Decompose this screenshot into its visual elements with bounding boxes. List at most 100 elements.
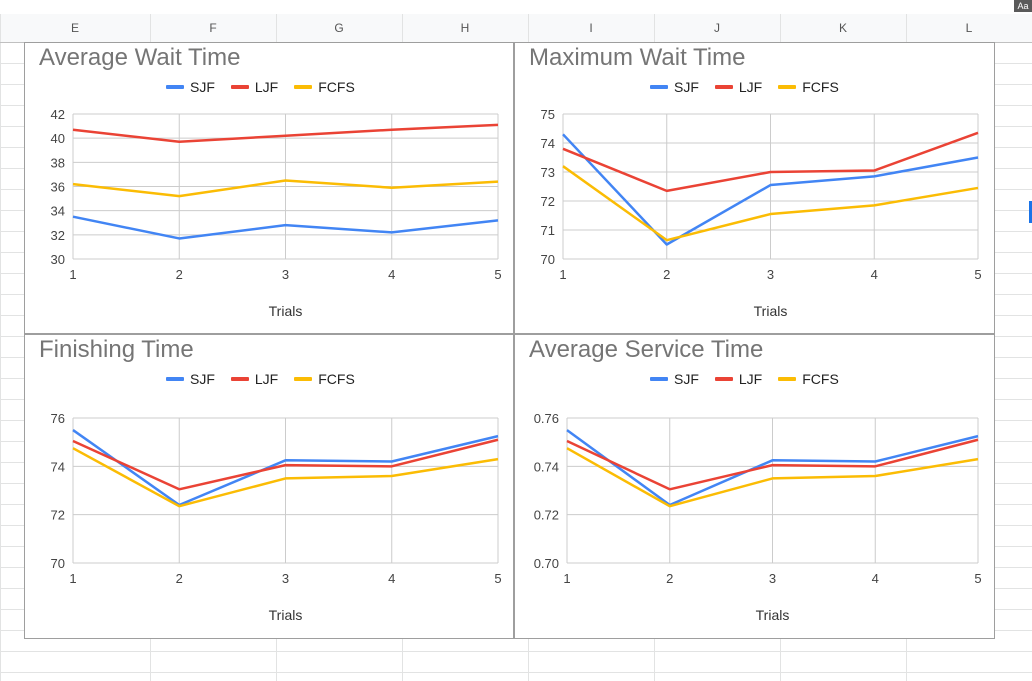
legend-item-ljf[interactable]: LJF xyxy=(230,371,279,387)
column-header-e[interactable]: E xyxy=(70,21,79,35)
series-line-fcfs[interactable] xyxy=(72,447,499,508)
legend-swatch xyxy=(294,377,313,381)
y-tick-label: 30 xyxy=(51,252,65,267)
series-line-sjf[interactable] xyxy=(72,429,499,507)
legend-item-ljf[interactable]: LJF xyxy=(714,371,763,387)
legend-item-fcfs[interactable]: FCFS xyxy=(778,371,839,387)
x-tick-label: 4 xyxy=(388,267,395,282)
legend-label: LJF xyxy=(738,371,763,387)
legend-item-ljf[interactable]: LJF xyxy=(714,79,763,95)
legend-swatch xyxy=(230,85,249,89)
series-line-fcfs[interactable] xyxy=(566,447,979,508)
x-tick-label: 4 xyxy=(871,267,878,282)
chart-legend: SJF LJF FCFS xyxy=(650,79,839,95)
legend-label: SJF xyxy=(674,371,699,387)
chart-finishing-time[interactable]: 70 72 74 76 1 2 3 4 5 Trials Finishing Time SJF LJF F… xyxy=(24,334,514,639)
legend-label: SJF xyxy=(190,79,215,95)
y-tick-label: 32 xyxy=(51,228,65,243)
column-header-k[interactable]: K xyxy=(838,21,847,35)
x-tick-label: 2 xyxy=(663,267,670,282)
y-tick-label: 72 xyxy=(541,194,555,209)
y-tick-label: 0.72 xyxy=(534,508,559,523)
legend-item-sjf[interactable]: SJF xyxy=(166,371,215,387)
y-tick-label: 71 xyxy=(541,223,555,238)
x-tick-label: 5 xyxy=(974,571,981,586)
y-tick-label: 74 xyxy=(541,136,555,151)
x-tick-label: 2 xyxy=(176,571,183,586)
chart-maximum-wait-time[interactable]: 70 71 72 73 74 75 1 2 3 4 5 Trials Maximum Wait Time… xyxy=(514,42,995,334)
legend-swatch xyxy=(714,377,733,381)
series-line-ljf[interactable] xyxy=(566,438,979,491)
scroll-indicator[interactable] xyxy=(1029,201,1032,223)
chart-average-wait-time[interactable]: 30 32 34 36 38 40 42 1 2 3 4 5 Trials Average Wait Ti… xyxy=(24,42,514,334)
series-line-fcfs[interactable] xyxy=(562,165,979,242)
column-header-l[interactable]: L xyxy=(965,21,973,35)
chart-title: Average Wait Time xyxy=(39,44,241,71)
legend-swatch xyxy=(778,85,797,89)
legend-label: SJF xyxy=(674,79,699,95)
legend-item-sjf[interactable]: SJF xyxy=(166,79,215,95)
legend-item-sjf[interactable]: SJF xyxy=(650,79,699,95)
legend-label: SJF xyxy=(190,371,215,387)
legend-item-ljf[interactable]: LJF xyxy=(230,79,279,95)
series-line-sjf[interactable] xyxy=(72,215,499,240)
x-tick-label: 2 xyxy=(666,571,673,586)
x-tick-label: 3 xyxy=(282,571,289,586)
legend-label: LJF xyxy=(738,79,763,95)
legend-label: LJF xyxy=(254,371,279,387)
chart-title: Finishing Time xyxy=(39,336,194,363)
x-tick-label: 3 xyxy=(767,267,774,282)
legend-swatch xyxy=(778,377,797,381)
column-header-h[interactable]: H xyxy=(460,21,470,35)
y-tick-label: 0.74 xyxy=(534,459,559,474)
x-tick-label: 2 xyxy=(176,267,183,282)
chart-average-service-time[interactable]: 0.70 0.72 0.74 0.76 1 2 3 4 5 Trials Average Servi… xyxy=(514,334,995,639)
column-header-f[interactable]: F xyxy=(209,21,217,35)
x-tick-label: 4 xyxy=(872,571,879,586)
legend-label: LJF xyxy=(254,79,279,95)
legend-swatch xyxy=(714,85,733,89)
legend-item-fcfs[interactable]: FCFS xyxy=(294,79,355,95)
legend-swatch xyxy=(166,85,184,89)
corner-badge: Aa xyxy=(1014,0,1032,12)
x-tick-label: 1 xyxy=(559,267,566,282)
chart-svg: 70 72 74 76 1 2 3 4 5 Trials xyxy=(24,334,514,639)
x-tick-label: 4 xyxy=(388,571,395,586)
series-line-sjf[interactable] xyxy=(566,429,979,507)
y-tick-label: 72 xyxy=(51,508,65,523)
legend-label: FCFS xyxy=(318,371,355,387)
chart-title: Maximum Wait Time xyxy=(529,44,746,71)
y-tick-label: 38 xyxy=(51,155,65,170)
legend-item-fcfs[interactable]: FCFS xyxy=(294,371,355,387)
chart-border xyxy=(514,42,995,334)
series-line-ljf[interactable] xyxy=(72,438,499,491)
column-header-j[interactable]: J xyxy=(714,21,720,35)
chart-legend: SJF LJF FCFS xyxy=(650,371,839,387)
y-tick-label: 34 xyxy=(51,204,65,219)
y-tick-label: 70 xyxy=(541,252,555,267)
legend-swatch xyxy=(230,377,249,381)
column-header-i[interactable]: I xyxy=(589,21,593,35)
chart-legend: SJF LJF FCFS xyxy=(166,79,355,95)
legend-swatch xyxy=(650,85,668,89)
x-axis-label: Trials xyxy=(756,607,790,623)
y-tick-label: 74 xyxy=(51,459,65,474)
y-tick-label: 36 xyxy=(51,180,65,195)
series-line-ljf[interactable] xyxy=(72,123,499,144)
series-line-fcfs[interactable] xyxy=(72,179,499,198)
series-line-sjf[interactable] xyxy=(562,133,979,246)
chart-title: Average Service Time xyxy=(529,336,764,363)
legend-item-fcfs[interactable]: FCFS xyxy=(778,79,839,95)
x-tick-label: 5 xyxy=(494,571,501,586)
y-tick-label: 42 xyxy=(51,107,65,122)
x-tick-label: 5 xyxy=(494,267,501,282)
series-line-ljf[interactable] xyxy=(562,131,979,193)
column-header-bg xyxy=(0,14,1032,42)
legend-label: FCFS xyxy=(318,79,355,95)
chart-svg: 0.70 0.72 0.74 0.76 1 2 3 4 5 Trials xyxy=(514,334,995,639)
chart-svg: 70 71 72 73 74 75 1 2 3 4 5 Trials xyxy=(514,42,995,334)
legend-item-sjf[interactable]: SJF xyxy=(650,371,699,387)
column-header-g[interactable]: G xyxy=(334,21,344,35)
x-tick-label: 1 xyxy=(69,267,76,282)
chart-border xyxy=(24,334,514,639)
